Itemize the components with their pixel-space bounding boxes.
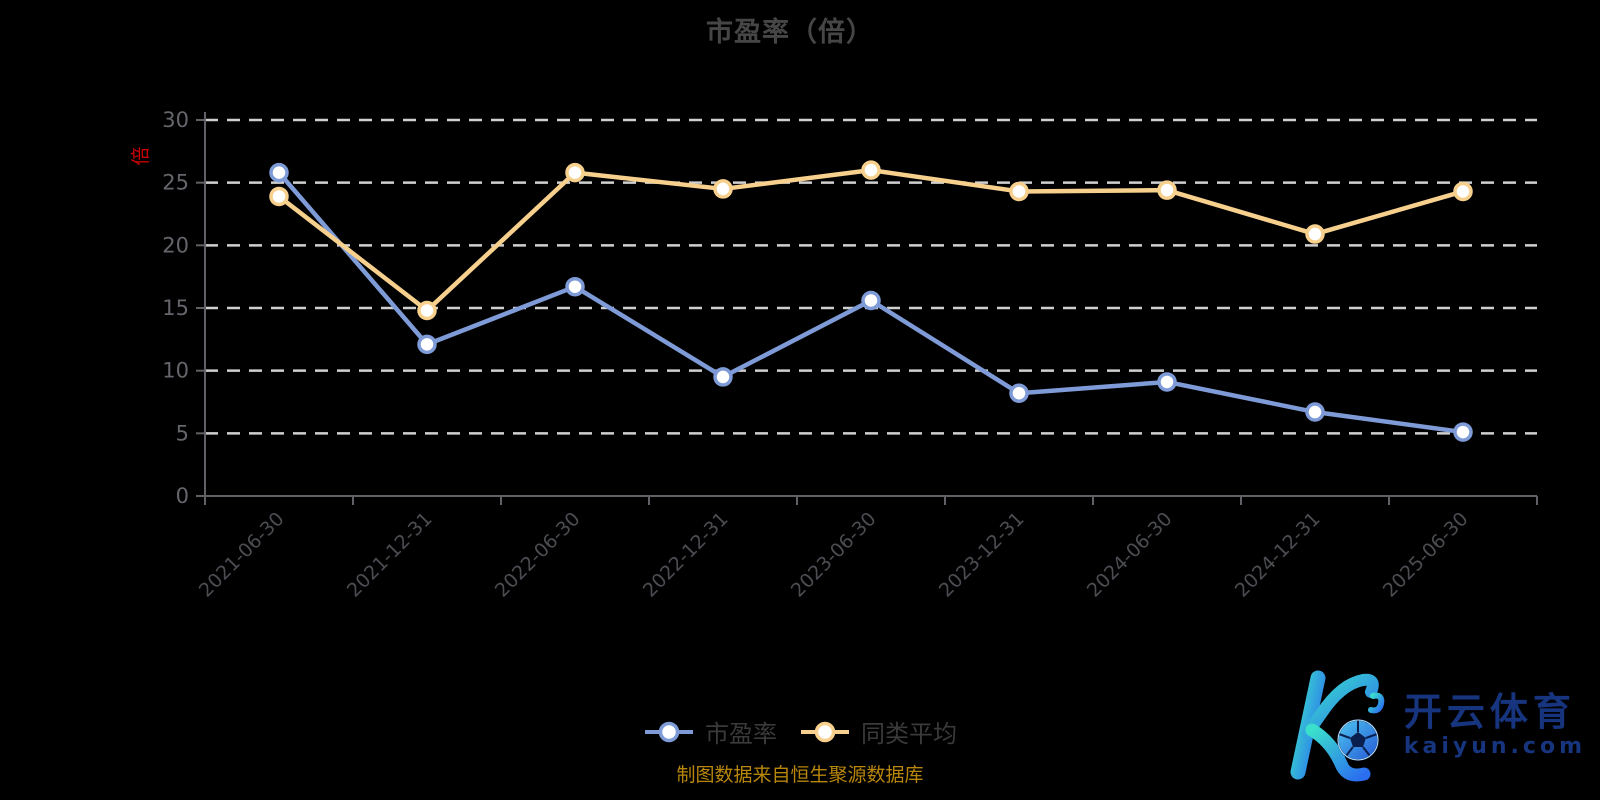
data-point-同类平均[interactable]	[1009, 181, 1029, 202]
watermark-brand: 开云体育	[1403, 689, 1576, 734]
x-axis-label: 2021-06-30	[195, 508, 289, 602]
y-axis-unit-label: 倍	[129, 146, 152, 166]
legend-label: 同类平均	[861, 720, 957, 748]
legend-label: 市盈率	[705, 720, 777, 748]
x-axis-label: 2023-12-31	[935, 508, 1029, 602]
source-note: 制图数据来自恒生聚源数据库	[676, 764, 924, 786]
legend-circle-glyph	[658, 721, 680, 742]
data-point-同类平均[interactable]	[565, 162, 585, 183]
data-point-市盈率[interactable]	[565, 276, 585, 297]
x-axis-label: 2025-06-30	[1379, 508, 1473, 602]
data-point-同类平均[interactable]	[713, 179, 733, 199]
chart-title: 市盈率（倍）	[706, 17, 874, 48]
data-point-市盈率[interactable]	[1009, 383, 1029, 403]
data-point-同类平均[interactable]	[417, 300, 437, 321]
legend: 市盈率 同类平均	[0, 714, 1600, 749]
x-axis-label: 2024-06-30	[1083, 508, 1177, 602]
data-point-市盈率[interactable]	[713, 367, 733, 387]
data-point-同类平均[interactable]	[269, 186, 289, 207]
x-axis-label: 2023-06-30	[787, 508, 881, 602]
legend-item-pe-ratio[interactable]: 市盈率	[643, 714, 777, 749]
y-axis-label: 15	[162, 296, 189, 320]
x-axis-label: 2022-06-30	[491, 508, 585, 602]
line-series-icon	[645, 721, 693, 742]
data-point-同类平均[interactable]	[1157, 180, 1177, 200]
kaiyun-logo-icon	[1290, 670, 1385, 782]
data-point-市盈率[interactable]	[417, 334, 437, 355]
data-point-市盈率[interactable]	[1305, 402, 1325, 422]
x-axis-label: 2024-12-31	[1231, 508, 1325, 602]
y-axis-label: 0	[176, 484, 189, 508]
data-point-同类平均[interactable]	[1453, 181, 1473, 202]
watermark-domain: kaiyun.com	[1403, 733, 1586, 759]
line-series-icon	[801, 721, 849, 742]
data-point-市盈率[interactable]	[861, 290, 881, 311]
x-axis-label: 2021-12-31	[343, 508, 437, 602]
data-point-市盈率[interactable]	[269, 162, 289, 183]
series-line-同类平均	[276, 167, 1466, 313]
y-axis-label: 5	[176, 421, 189, 445]
legend-item-category-average[interactable]: 同类平均	[799, 714, 957, 749]
y-axis-label: 20	[162, 233, 189, 257]
data-point-同类平均[interactable]	[1305, 224, 1325, 244]
data-point-市盈率[interactable]	[1157, 372, 1177, 392]
x-axis-label: 2022-12-31	[639, 508, 733, 602]
watermark-text: 开云体育 kaiyun.com	[1403, 689, 1586, 760]
data-point-市盈率[interactable]	[1453, 422, 1473, 442]
legend-circle-glyph	[814, 721, 836, 742]
y-axis-label: 10	[162, 359, 189, 383]
y-axis-label: 25	[162, 171, 189, 195]
watermark-kaiyun: 开云体育 kaiyun.com	[1274, 666, 1586, 786]
y-axis-label: 30	[162, 108, 189, 132]
data-point-同类平均[interactable]	[861, 160, 881, 180]
